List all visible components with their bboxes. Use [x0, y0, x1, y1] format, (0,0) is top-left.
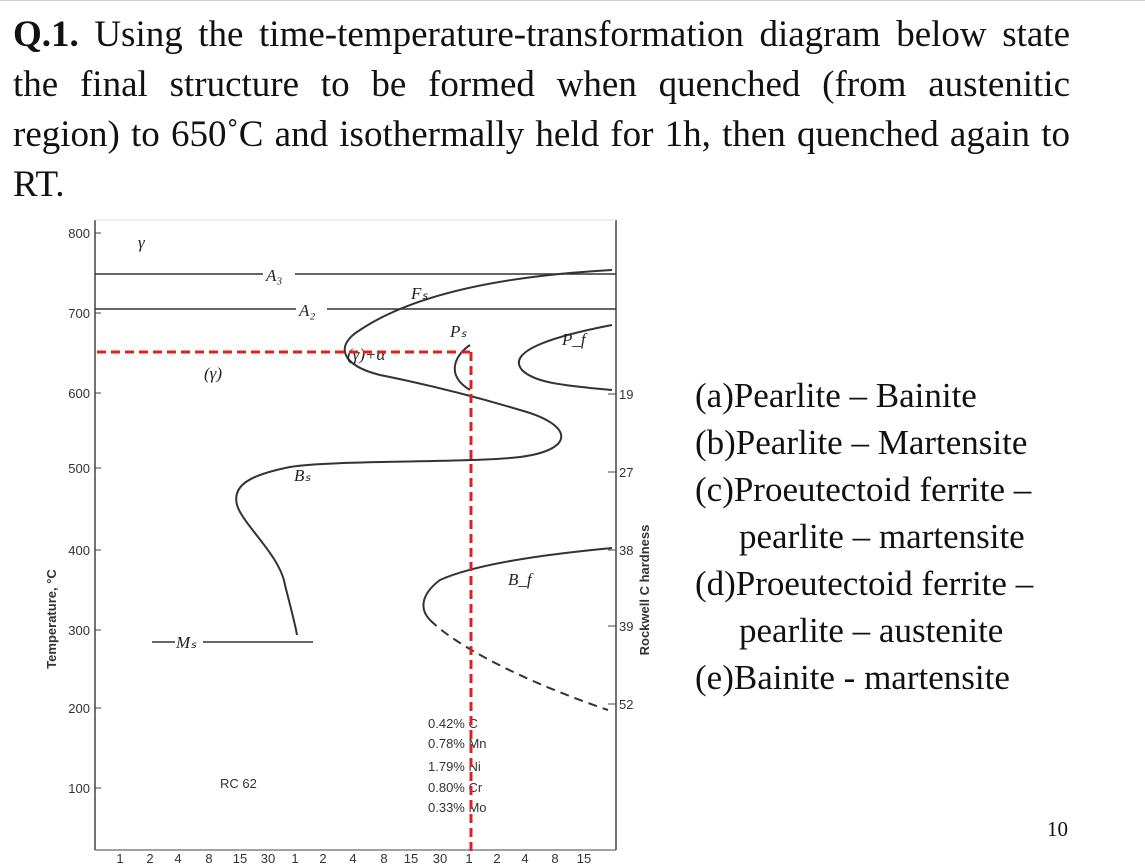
option-a[interactable]: (a)Pearlite – Bainite: [695, 372, 1033, 419]
x-tick-label: 4: [521, 851, 528, 866]
x-tick-label: 2: [493, 851, 500, 866]
composition-block: 0.42% C 0.78% Mn 1.79% Ni 0.80% Cr 0.33%…: [428, 716, 487, 815]
option-d[interactable]: (d)Proeutectoid ferrite – pearlite – aus…: [695, 560, 1033, 654]
ttt-diagram: Temperature, °C Rockwell C hardness 800 …: [44, 219, 652, 866]
option-c-continuation: pearlite – martensite: [739, 517, 1025, 556]
gamma-alpha-label: (γ)+α: [347, 345, 386, 364]
x-tick-label: 4: [349, 851, 356, 866]
y-tick-label: 700: [68, 306, 90, 321]
option-e-label: (e)Bainite - martensite: [695, 658, 1010, 697]
question-number: Q.1.: [13, 14, 79, 55]
x-tick-label: 2: [319, 851, 326, 866]
x-tick-label: 1: [465, 851, 472, 866]
x-tick-label: 1: [116, 851, 123, 866]
pf-curve: [518, 324, 613, 391]
x-tick-label: 15: [404, 851, 418, 866]
question-body: Using the time-temperature-transformatio…: [13, 14, 1070, 205]
ps-loop: [453, 344, 471, 391]
start-curve: [235, 269, 613, 636]
a2-label: A₂: [298, 301, 315, 320]
x-tick-label: 8: [205, 851, 212, 866]
x-tick-label: 8: [551, 851, 558, 866]
composition-line: 0.42% C: [428, 716, 478, 731]
pf-label: P_f: [561, 330, 588, 349]
y-tick-label: 200: [68, 701, 90, 716]
a3-label: A₃: [265, 266, 282, 285]
y-tick-label: 600: [68, 386, 90, 401]
fs-label: Fₛ: [410, 284, 428, 303]
x-tick-label: 15: [233, 851, 247, 866]
option-a-label: (a)Pearlite – Bainite: [695, 376, 977, 415]
y-tick-label: 500: [68, 461, 90, 476]
option-c[interactable]: (c)Proeutectoid ferrite – pearlite – mar…: [695, 466, 1033, 560]
bf-dashed-curve: [429, 619, 609, 711]
x-tick-label: 30: [433, 851, 447, 866]
y-tick-label: 300: [68, 623, 90, 638]
hardness-tick-label: 19: [619, 387, 633, 402]
rc62-label: RC 62: [220, 776, 257, 791]
x-tick-label: 30: [261, 851, 275, 866]
option-c-label: (c)Proeutectoid ferrite –: [695, 470, 1032, 509]
bs-label: Bₛ: [294, 466, 311, 485]
hardness-tick-group: 19 27 38 39 52: [608, 387, 633, 712]
y-tick-group: 800 700 600 500 400 300 200 100: [68, 226, 101, 796]
top-border: [0, 0, 1145, 1]
bf-curve: [422, 547, 613, 621]
answer-options: (a)Pearlite – Bainite (b)Pearlite – Mart…: [695, 372, 1033, 701]
hardness-tick-label: 38: [619, 543, 633, 558]
hardness-tick-label: 52: [619, 697, 633, 712]
composition-line: 1.79% Ni: [428, 759, 481, 774]
composition-line: 0.78% Mn: [428, 736, 487, 751]
y-axis-title: Temperature, °C: [44, 569, 59, 669]
y-tick-label: 100: [68, 781, 90, 796]
x-tick-group: 1 2 4 8 15 30 1 2 4 8 15 30 1 2 4 8 15: [116, 851, 591, 866]
option-d-continuation: pearlite – austenite: [739, 611, 1004, 650]
page-number: 10: [1047, 817, 1068, 841]
option-d-label: (d)Proeutectoid ferrite –: [695, 564, 1034, 603]
right-axis-title: Rockwell C hardness: [637, 525, 652, 656]
question-text: Q.1. Using the time-temperature-transfor…: [13, 10, 1070, 210]
x-tick-label: 2: [146, 851, 153, 866]
x-tick-label: 15: [577, 851, 591, 866]
gamma-paren-label: (γ): [204, 364, 222, 383]
ms-label: Mₛ: [175, 633, 197, 652]
hardness-tick-label: 27: [619, 465, 633, 480]
composition-line: 0.33% Mo: [428, 800, 487, 815]
composition-line: 0.80% Cr: [428, 780, 483, 795]
y-tick-label: 800: [68, 226, 90, 241]
bf-label: B_f: [508, 570, 534, 589]
x-tick-label: 8: [380, 851, 387, 866]
x-tick-label: 4: [174, 851, 181, 866]
y-tick-label: 400: [68, 543, 90, 558]
hardness-tick-label: 39: [619, 619, 633, 634]
option-e[interactable]: (e)Bainite - martensite: [695, 654, 1033, 701]
gamma-top-label: γ: [138, 233, 146, 252]
x-tick-label: 1: [291, 851, 298, 866]
option-b[interactable]: (b)Pearlite – Martensite: [695, 419, 1033, 466]
option-b-label: (b)Pearlite – Martensite: [695, 423, 1028, 462]
ps-label: Pₛ: [449, 322, 467, 341]
